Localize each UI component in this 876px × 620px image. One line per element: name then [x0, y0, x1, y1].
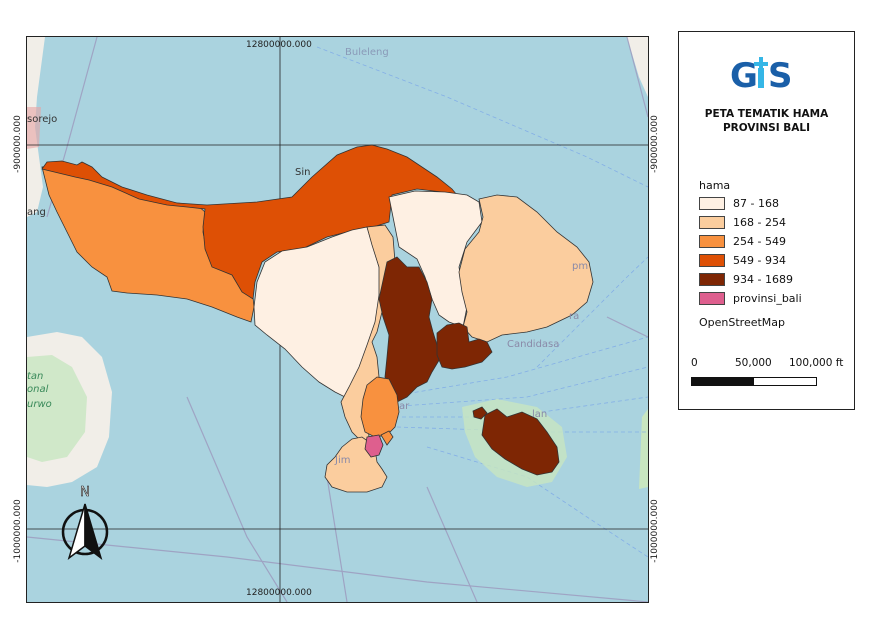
legend-swatch-0 [699, 196, 725, 210]
label-jim: Jim [334, 455, 350, 466]
scale-mid: 50,000 [735, 357, 772, 369]
scale-bar-white [753, 377, 817, 386]
java-red-strip [27, 107, 41, 149]
label-buleleng: Buleleng [345, 47, 389, 58]
map-title-line2: PROVINSI BALI [722, 122, 811, 134]
legend-item-2: 254 - 549 [699, 233, 786, 249]
label-ra: ra [569, 311, 579, 322]
top-right-land [627, 37, 648, 97]
legend-label-2: 254 - 549 [733, 234, 786, 248]
label-pm: pm [572, 261, 588, 272]
region-klungkung[interactable] [436, 322, 493, 370]
legend-item-0: 87 - 168 [699, 195, 779, 211]
map-title-line1: PETA TEMATIK HAMA [704, 108, 829, 120]
coord-top-x: 12800000.000 [246, 40, 312, 50]
legend-layer-name: hama [699, 179, 731, 192]
legend-label-0: 87 - 168 [733, 196, 779, 210]
legend-item-1: 168 - 254 [699, 214, 786, 230]
scale-bar: 0 50,000 100,000 ft [691, 357, 846, 397]
legend-swatch-2 [699, 234, 725, 248]
region-provinsi-bali[interactable] [364, 434, 384, 458]
bali-regencies [41, 144, 594, 493]
label-ar: ar [399, 401, 410, 412]
label-urwo: urwo [27, 399, 52, 410]
legend-item-provinsi: provinsi_bali [699, 290, 802, 306]
legend-swatch-4 [699, 272, 725, 286]
legend-panel: G S PETA TEMATIK HAMA PROVINSI BALI hama… [678, 31, 855, 410]
north-arrow-icon: N [61, 485, 109, 560]
legend-swatch-provinsi [699, 291, 725, 305]
region-buleleng[interactable] [41, 144, 459, 300]
legend-label-4: 934 - 1689 [733, 272, 793, 286]
logo-g: G [730, 56, 758, 94]
legend-basemap: OpenStreetMap [699, 316, 786, 329]
legend-label-3: 549 - 934 [733, 253, 786, 267]
legend-swatch-1 [699, 215, 725, 229]
legend-item-4: 934 - 1689 [699, 271, 793, 287]
coord-right-y-lower: -1000000.000 [650, 499, 660, 563]
scale-max: 100,000 ft [789, 357, 844, 369]
region-small-denpasar[interactable] [380, 430, 394, 446]
label-sorejo: sorejo [27, 114, 57, 125]
region-nusa-lembongan[interactable] [472, 406, 488, 420]
legend-swatch-3 [699, 253, 725, 267]
coord-left-y-upper: -900000.000 [13, 115, 23, 173]
map-svg: Buleleng sorejo ang Sin pm ra Candidasa … [27, 37, 648, 602]
gis-logo: G S [730, 56, 793, 94]
logo-s: S [768, 56, 793, 94]
legend-label-provinsi: provinsi_bali [733, 291, 802, 305]
region-denpasar[interactable] [360, 376, 400, 438]
coord-right-y-upper: -900000.000 [650, 115, 660, 173]
map-title: PETA TEMATIK HAMA PROVINSI BALI [679, 107, 854, 135]
legend-item-3: 549 - 934 [699, 252, 786, 268]
lombok-edge [639, 409, 648, 489]
place-labels: Buleleng sorejo ang Sin pm ra Candidasa … [27, 47, 588, 466]
scale-bar-black [691, 377, 755, 386]
label-sin: Sin [295, 167, 310, 178]
coord-left-y-lower: -1000000.000 [13, 499, 23, 563]
scale-zero: 0 [691, 357, 698, 369]
label-lan: lan [532, 409, 547, 420]
label-tan: tan [27, 371, 43, 382]
region-nusa-penida[interactable] [481, 408, 560, 476]
label-candidasa: Candidasa [507, 339, 559, 350]
legend-label-1: 168 - 254 [733, 215, 786, 229]
west-bali-forest [27, 355, 87, 462]
region-karangasem[interactable] [458, 194, 594, 343]
region-gianyar[interactable] [378, 256, 442, 403]
label-onal: onal [27, 384, 49, 395]
north-arrow-label: N [80, 485, 90, 500]
java-landmass [27, 37, 45, 217]
label-ang: ang [27, 207, 46, 218]
logo-i-plus-icon [754, 57, 768, 88]
map-canvas[interactable]: Buleleng sorejo ang Sin pm ra Candidasa … [26, 36, 649, 603]
coord-bottom-x: 12800000.000 [246, 588, 312, 598]
